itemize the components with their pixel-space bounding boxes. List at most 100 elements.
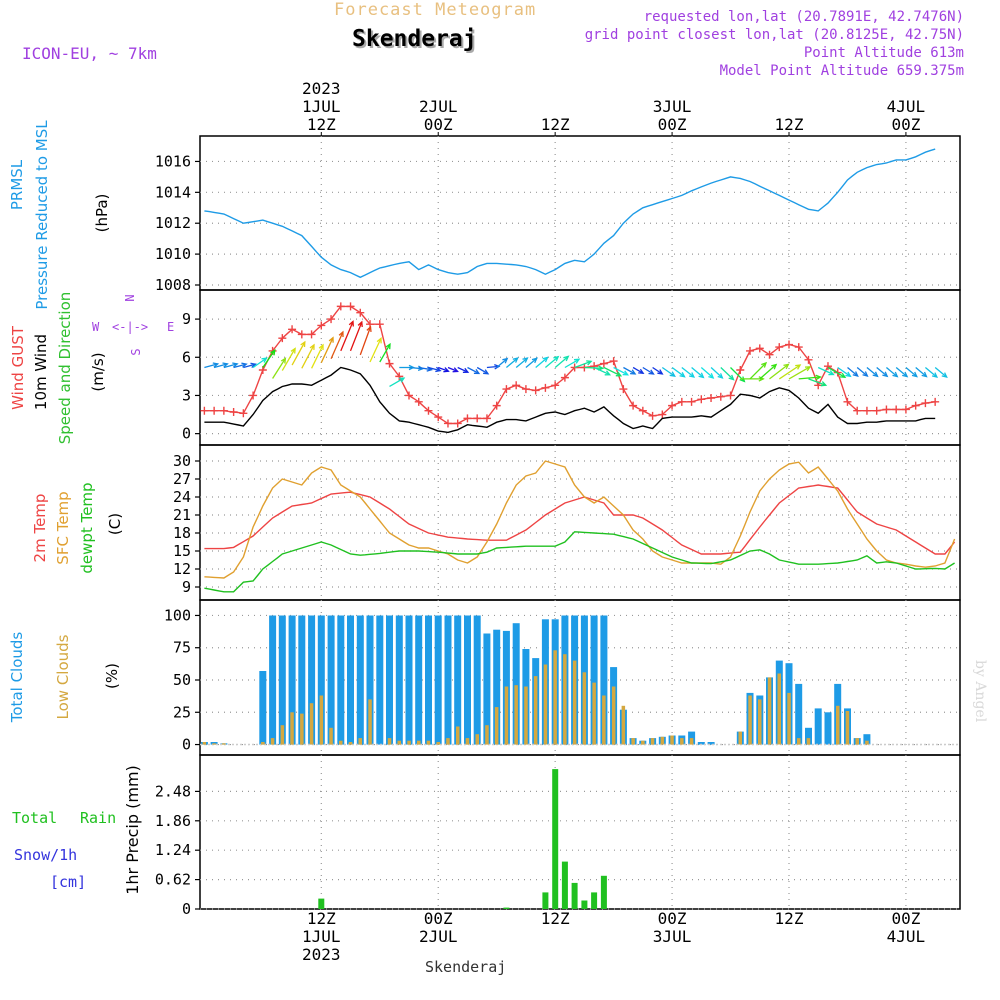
wind-direction-arrowhead bbox=[385, 342, 391, 350]
gust-marker bbox=[765, 350, 774, 359]
pressure-unit: (hPa) bbox=[93, 194, 111, 233]
wind-direction-arrow bbox=[359, 326, 372, 356]
bar-low-clouds bbox=[641, 740, 645, 745]
gust-marker bbox=[746, 346, 755, 355]
bar-total-clouds bbox=[863, 734, 871, 745]
gust-marker bbox=[785, 340, 793, 349]
wind-direction-arrow bbox=[808, 378, 827, 386]
series-line-wind-gust bbox=[204, 305, 936, 425]
bar-low-clouds bbox=[670, 735, 674, 745]
wind-direction-arrow bbox=[408, 366, 423, 370]
wind-direction-arrow bbox=[671, 366, 685, 378]
gust-marker bbox=[541, 383, 550, 392]
gust-marker bbox=[853, 406, 862, 415]
wind-direction-arrow bbox=[437, 366, 449, 372]
wind-direction-arrow bbox=[837, 366, 851, 377]
wind-direction-arrowhead bbox=[941, 372, 948, 379]
wind-direction-arrow bbox=[769, 363, 789, 380]
wind-direction-arrow bbox=[389, 377, 405, 387]
ytick-label-pressure: 1016 bbox=[155, 152, 191, 170]
series-line-prmsl bbox=[204, 148, 936, 279]
wind-direction-arrowhead bbox=[872, 371, 879, 378]
ytick-label-precip: 1.24 bbox=[155, 841, 191, 859]
wind-direction-arrow bbox=[700, 367, 714, 379]
bar-low-clouds bbox=[689, 738, 694, 745]
bar-total-clouds bbox=[707, 742, 715, 745]
bar-low-clouds bbox=[767, 677, 772, 745]
wind-direction-arrowhead bbox=[839, 372, 847, 379]
ytick-label-temperature: 15 bbox=[173, 542, 191, 560]
wind-direction-arrow bbox=[827, 366, 846, 378]
bar-low-clouds bbox=[319, 695, 324, 745]
gust-marker bbox=[317, 321, 326, 330]
gust-marker bbox=[336, 302, 345, 311]
wind-direction-arrowhead bbox=[222, 362, 229, 368]
precip-label-total: Total bbox=[12, 809, 57, 827]
ytick-label-precip: 1.86 bbox=[155, 812, 191, 830]
wind-direction-arrowhead bbox=[473, 369, 481, 375]
bar-low-clouds bbox=[465, 738, 470, 745]
bar-total-rain bbox=[552, 769, 559, 909]
pressure-label-desc: Pressure Reduced to MSL bbox=[33, 120, 51, 310]
bar-low-clouds bbox=[368, 699, 372, 745]
gust-marker bbox=[590, 362, 599, 371]
wind-direction-arrowhead bbox=[728, 374, 735, 381]
bar-low-clouds bbox=[553, 650, 557, 745]
bar-total-clouds bbox=[337, 615, 345, 745]
wind-direction-arrowhead bbox=[542, 356, 549, 363]
wind-direction-arrowhead bbox=[679, 371, 686, 378]
wind-direction-arrow bbox=[574, 360, 592, 369]
wind-direction-arrowhead bbox=[931, 372, 939, 379]
ytick-label-pressure: 1008 bbox=[155, 276, 191, 294]
wind-direction-arrowhead bbox=[462, 367, 470, 373]
top-time-label: 00Z bbox=[658, 115, 687, 134]
gust-marker bbox=[638, 406, 647, 415]
temp-label-2m: 2m Temp bbox=[31, 494, 49, 563]
bar-low-clouds bbox=[845, 711, 850, 745]
bar-total-clouds bbox=[483, 633, 491, 745]
gust-marker bbox=[911, 401, 920, 410]
wind-direction-arrowhead bbox=[688, 372, 696, 378]
bottom-time-label: 12Z bbox=[775, 909, 804, 928]
gust-marker bbox=[609, 357, 618, 366]
bar-total-clouds bbox=[376, 615, 384, 745]
wind-direction-arrow bbox=[847, 367, 859, 377]
bar-total-clouds bbox=[317, 615, 325, 745]
compass-n-label: N bbox=[123, 294, 137, 301]
gust-marker bbox=[804, 355, 813, 364]
wind-direction-arrowhead bbox=[357, 320, 363, 328]
wind-direction-arrow bbox=[544, 356, 559, 368]
wind-direction-arrow bbox=[905, 367, 918, 378]
wind-direction-arrow bbox=[564, 358, 580, 369]
model-altitude: Model Point Altitude 659.375m bbox=[719, 63, 964, 79]
wind-direction-arrow bbox=[934, 367, 948, 378]
wind-direction-arrow bbox=[788, 366, 811, 380]
bar-total-clouds bbox=[512, 623, 520, 745]
bar-low-clouds bbox=[387, 738, 392, 745]
wind-direction-arrow bbox=[613, 366, 628, 376]
ytick-label-pressure: 1010 bbox=[155, 245, 191, 263]
bottom-time-label: 2JUL bbox=[419, 927, 458, 946]
gust-marker bbox=[346, 302, 355, 311]
wind-direction-arrow bbox=[895, 367, 908, 378]
wind-direction-arrowhead bbox=[911, 371, 918, 378]
ytick-label-wind: 3 bbox=[182, 386, 191, 404]
wind-direction-arrow bbox=[291, 341, 306, 366]
bottom-time-label: 00Z bbox=[891, 909, 920, 928]
gust-marker bbox=[492, 401, 501, 410]
wind-direction-arrowhead bbox=[280, 357, 287, 364]
gust-marker bbox=[736, 366, 745, 374]
cloud-label-total: Total Clouds bbox=[8, 632, 26, 724]
bar-low-clouds bbox=[806, 738, 811, 745]
temp-label-sfc: SFC Temp bbox=[54, 491, 72, 564]
bar-low-clouds bbox=[446, 738, 450, 745]
bar-low-clouds bbox=[865, 740, 869, 745]
wind-direction-arrow bbox=[340, 321, 354, 352]
wind-direction-arrow bbox=[262, 349, 276, 368]
wind-direction-arrow bbox=[915, 367, 927, 378]
bar-low-clouds bbox=[738, 731, 742, 745]
wind-direction-arrowhead bbox=[300, 340, 306, 348]
wind-label-gust: Wind GUST bbox=[9, 325, 27, 410]
gust-marker bbox=[882, 405, 891, 414]
bar-low-clouds bbox=[797, 738, 801, 745]
